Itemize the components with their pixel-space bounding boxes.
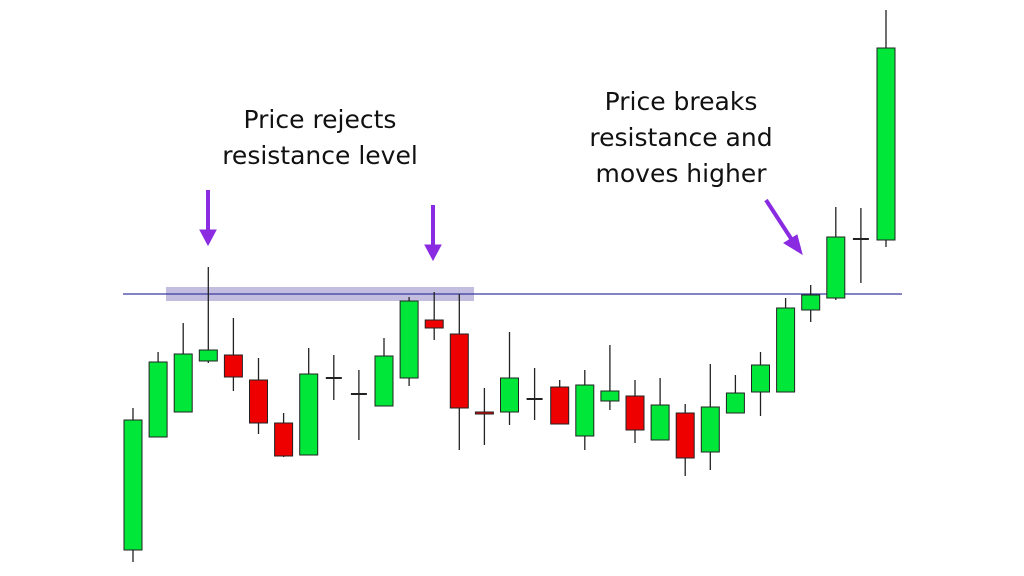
candle-body [751,364,770,393]
candle-body [500,377,519,413]
candle-body [725,392,745,414]
candle-body [223,354,243,378]
candle-body [274,422,294,457]
candle-body [474,411,494,415]
candle-body [550,386,570,425]
arrow-head [783,234,803,256]
candle-body [198,349,218,362]
candle-body [876,47,896,241]
annotation: Price rejects [244,105,397,134]
arrow-head [424,244,442,262]
candle-body [249,379,268,424]
candle-body [424,319,444,329]
candle-body [675,412,695,459]
arrows [199,190,803,262]
candle-body [374,355,394,407]
candle-body [826,236,846,299]
arrow-head [199,229,217,247]
candle-body [299,373,319,456]
annotation: Price breaks [605,87,758,116]
candle-body [776,307,796,393]
candle-body [625,395,645,431]
candle-body [173,353,193,413]
candle-body [575,384,595,437]
candle-body [600,390,620,402]
candle-body [700,406,720,453]
candle-body [449,333,469,409]
candle-body [148,361,168,438]
candle-body [801,294,821,311]
annotation: resistance and [589,123,772,152]
annotation: moves higher [596,159,768,188]
candle-body [650,404,670,441]
arrow [764,198,794,242]
candle-body [123,419,143,551]
candle-body [399,300,419,379]
annotation: resistance level [222,141,418,170]
